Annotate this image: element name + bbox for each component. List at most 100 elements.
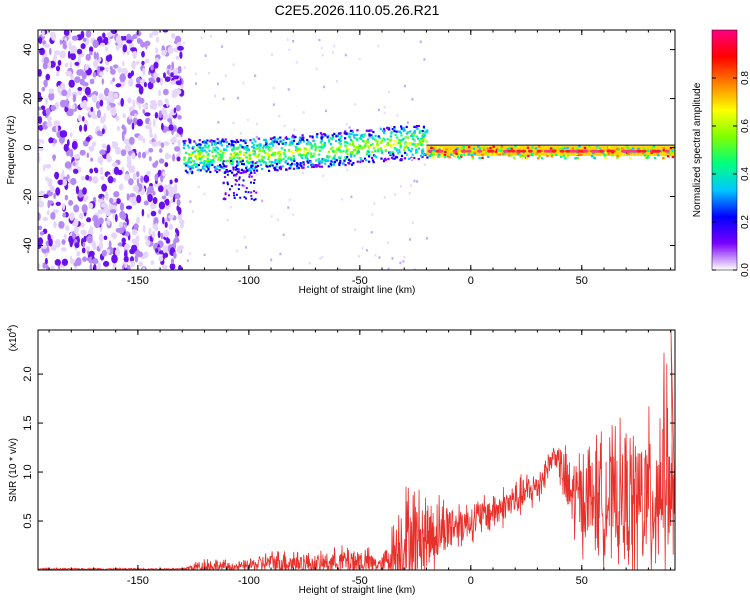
noise-blob: [131, 244, 138, 252]
signal-cell: [376, 140, 379, 143]
noise-blob: [59, 50, 66, 59]
colorbar-label: Normalized spectral amplitude: [692, 82, 703, 217]
signal-cell: [411, 153, 414, 156]
noise-blob: [175, 55, 180, 60]
noise-blob: [50, 245, 57, 251]
noise-blob: [136, 178, 140, 185]
dominant-line-cell: [454, 148, 458, 151]
noise-blob: [123, 255, 129, 263]
noise-speck: [331, 51, 334, 54]
signal-cell: [219, 142, 222, 145]
noise-speck: [203, 192, 206, 195]
signal-cell: [306, 165, 309, 168]
signal-cell: [184, 169, 187, 172]
signal-cell: [199, 146, 202, 149]
dominant-line-cell: [552, 148, 555, 151]
dominant-line-cell: [662, 147, 665, 150]
signal-cell: [301, 136, 304, 139]
noise-blob: [149, 103, 154, 109]
signal-cell: [306, 158, 309, 161]
noise-speck: [394, 193, 397, 196]
signal-cell: [326, 155, 329, 158]
signal-cell: [231, 163, 234, 166]
noise-blob: [163, 188, 166, 197]
noise-blob: [162, 245, 166, 254]
noise-blob: [85, 30, 92, 38]
noise-speck: [353, 103, 356, 106]
signal-cell: [352, 134, 355, 137]
signal-spur-cell: [246, 168, 248, 171]
noise-blob: [119, 73, 126, 83]
noise-speck: [411, 221, 414, 224]
dominant-line-cell: [549, 147, 553, 150]
dominant-line-cell: [643, 148, 647, 151]
noise-blob: [107, 218, 111, 226]
signal-cell: [299, 139, 302, 142]
signal-cell: [400, 127, 403, 130]
signal-cell: [351, 163, 354, 166]
dominant-line-cell: [666, 155, 670, 158]
signal-cell: [183, 162, 186, 165]
dominant-line-peak: [503, 149, 508, 153]
noise-blob: [105, 46, 108, 52]
noise-speck: [358, 57, 361, 61]
signal-cell: [191, 170, 194, 173]
dominant-line-cell: [644, 154, 647, 157]
noise-blob: [158, 209, 162, 215]
signal-cell: [333, 160, 337, 164]
noise-speck: [221, 45, 223, 48]
signal-cell: [313, 152, 316, 155]
noise-blob: [126, 193, 130, 201]
signal-cell: [310, 147, 313, 150]
noise-blob: [115, 115, 120, 122]
noise-speck: [333, 44, 336, 48]
signal-cell: [189, 154, 192, 157]
signal-cell: [327, 150, 330, 153]
signal-cell: [201, 150, 204, 153]
signal-cell: [304, 148, 308, 151]
noise-blob: [120, 149, 127, 157]
dominant-line-cell: [456, 147, 459, 150]
signal-cell: [320, 136, 324, 139]
noise-blob: [128, 78, 134, 87]
signal-cell: [206, 146, 209, 149]
signal-cell: [406, 136, 409, 139]
signal-cell: [291, 142, 294, 146]
noise-blob: [101, 143, 107, 149]
dominant-line-peak: [477, 149, 483, 153]
signal-cell: [233, 154, 236, 157]
noise-blob: [160, 232, 164, 240]
dominant-line-cell: [478, 156, 481, 159]
noise-blob: [41, 30, 45, 37]
signal-cell: [402, 126, 405, 130]
signal-cell: [256, 161, 259, 164]
noise-blob: [161, 107, 166, 115]
noise-blob: [83, 235, 87, 243]
signal-cell: [272, 137, 275, 140]
signal-cell: [251, 164, 254, 168]
noise-blob: [144, 235, 148, 240]
signal-cell: [205, 165, 208, 168]
noise-blob: [122, 113, 126, 119]
signal-cell: [320, 133, 323, 136]
noise-blob: [170, 258, 175, 264]
noise-blob: [131, 122, 135, 130]
noise-blob: [124, 261, 128, 269]
noise-blob: [55, 187, 61, 196]
signal-cell: [327, 134, 330, 137]
noise-blob: [71, 35, 79, 41]
signal-cell: [365, 153, 368, 156]
noise-blob: [89, 225, 94, 235]
signal-cell: [355, 152, 358, 155]
dominant-line-cell: [430, 153, 433, 156]
dominant-line-cell: [437, 155, 440, 158]
noise-blob: [48, 92, 55, 101]
signal-cell: [410, 135, 413, 138]
signal-cell: [418, 130, 421, 133]
signal-cell: [388, 128, 391, 131]
noise-speck: [224, 74, 227, 77]
dominant-line-cell: [662, 149, 665, 152]
signal-spur-cell: [239, 196, 242, 199]
signal-cell: [255, 144, 258, 147]
signal-cell: [314, 143, 317, 146]
